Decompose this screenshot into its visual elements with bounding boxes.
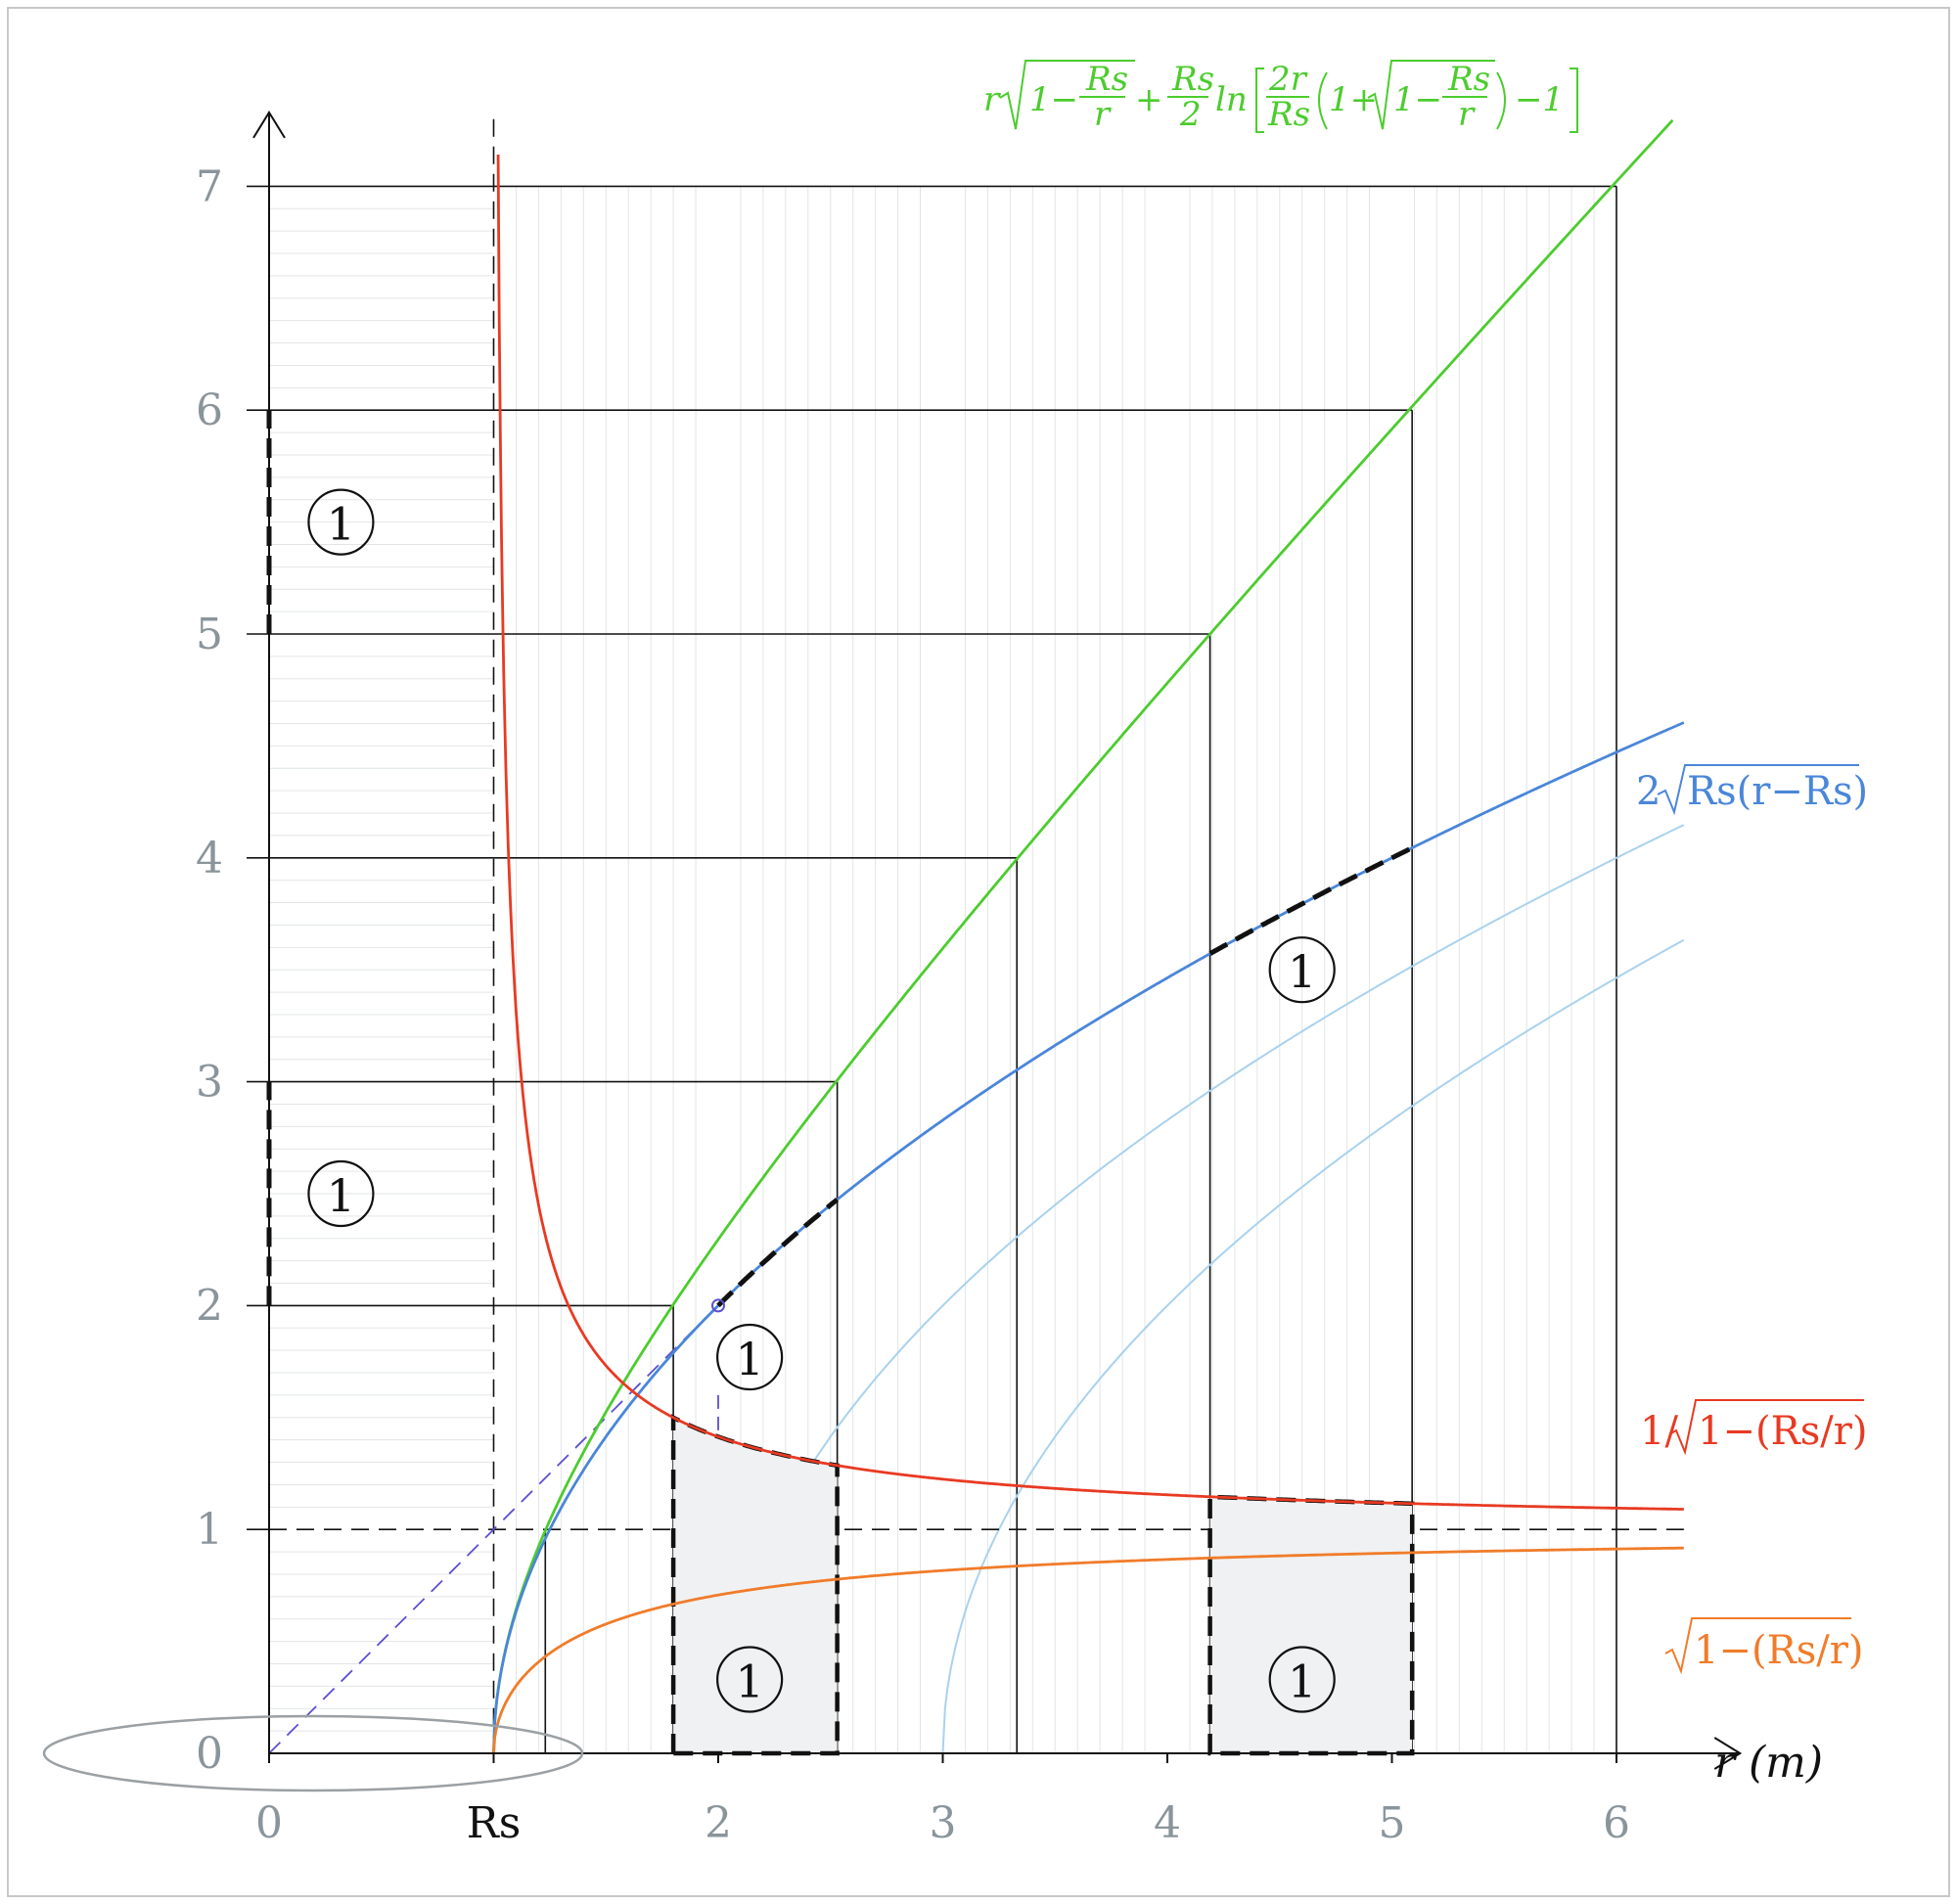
svg-text:r: r [1458,95,1476,134]
series-line-2 [496,154,1684,1511]
x-tick-label: 3 [930,1798,957,1848]
y-tick-label: 0 [196,1729,223,1779]
unit-arc-blue-1 [716,1198,840,1308]
y-tick-label: 7 [196,161,223,211]
unit-marker-label: 1 [327,498,355,551]
x-tick-labels: 0 Rs 2 3 4 5 6 [255,1798,1630,1848]
unit-marker-circle [1268,936,1336,1004]
x-tick-label: 5 [1379,1798,1406,1848]
y-tick-label: 3 [196,1058,223,1108]
svg-text:1−: 1− [1029,80,1078,119]
svg-text:Rs: Rs [1171,60,1214,99]
svg-text:+: + [1135,80,1163,119]
x-tick-label: 0 [255,1798,283,1848]
svg-text:2: 2 [1179,95,1202,134]
svg-text:1/: 1/ [1640,1409,1678,1454]
axes [252,110,1743,1770]
legend-orange-formula: 1−(Rs/r) [1664,1617,1863,1675]
svg-text:r: r [1094,95,1112,134]
svg-text:Rs: Rs [1085,60,1128,99]
y-tick-label: 5 [196,610,223,659]
unit-arc-blue-2 [1208,845,1414,956]
unit-markers: 1 1 1 1 1 1 [307,488,1336,1713]
unit-marker-circle [716,1646,784,1713]
y-tick-labels: 0 1 2 3 4 5 6 7 [196,161,223,1779]
shifted-curve-1 [717,824,1685,1754]
svg-text:2: 2 [1636,769,1661,814]
unit-marker-label: 1 [327,1169,355,1222]
x-axis-arrow [1713,1737,1743,1770]
svg-text:1+: 1+ [1329,80,1378,119]
series-line-0 [492,118,1674,1753]
x-tick-label: 6 [1603,1798,1630,1848]
unit-marker-circle [1268,1646,1336,1713]
series-line-3 [492,1546,1684,1753]
y-axis-arrow [252,110,286,139]
svg-text:Rs: Rs [1447,60,1490,99]
svg-text:1−(Rs/r): 1−(Rs/r) [1694,1628,1863,1673]
y-tick-label: 6 [196,385,223,435]
svg-text:Rs(r−Rs): Rs(r−Rs) [1687,769,1868,814]
series-group [492,112,1685,1754]
unit-marker-label: 1 [735,1655,763,1707]
y-tick-label: 2 [196,1281,223,1331]
svg-text:1−: 1− [1393,80,1442,119]
unit-marker-circle [307,488,375,556]
point-marker [711,1298,725,1313]
figure-border [7,7,1950,1897]
svg-text:−1: −1 [1515,80,1564,119]
y-tick-label: 1 [196,1505,223,1555]
unit-marker-circle [716,1323,784,1391]
unit-marker-label: 1 [1288,1655,1316,1707]
x-tick-label: 4 [1154,1798,1181,1848]
legend-red-formula: 1/ 1−(Rs/r) [1640,1399,1867,1456]
x-axis-label: r (m) [1714,1738,1823,1788]
x-tick-label: Rs [467,1798,522,1848]
unit-marker-label: 1 [735,1333,763,1385]
shifted-curve-2 [941,938,1685,1754]
svg-text:1−(Rs/r): 1−(Rs/r) [1698,1409,1867,1454]
unit-marker-circle [307,1159,375,1228]
series-line-1 [492,721,1685,1753]
diagonal-guide [268,1304,719,1754]
unit-area-region-1 [1207,1494,1415,1756]
legend-green-formula: r 1− Rs r + Rs 2 ln 2r Rs 1+ 1− Rs r −1 [983,60,1578,134]
svg-text:r: r [983,80,1001,119]
svg-text:2r: 2r [1268,60,1308,99]
origin-ellipse [42,1714,584,1792]
legend-blue-formula: 2 Rs(r−Rs) [1636,764,1868,816]
unit-marker-label: 1 [1288,945,1316,998]
x-tick-label: 2 [705,1798,732,1848]
svg-text:Rs: Rs [1267,95,1310,134]
y-tick-label: 4 [196,834,223,884]
svg-text:ln: ln [1215,80,1248,119]
